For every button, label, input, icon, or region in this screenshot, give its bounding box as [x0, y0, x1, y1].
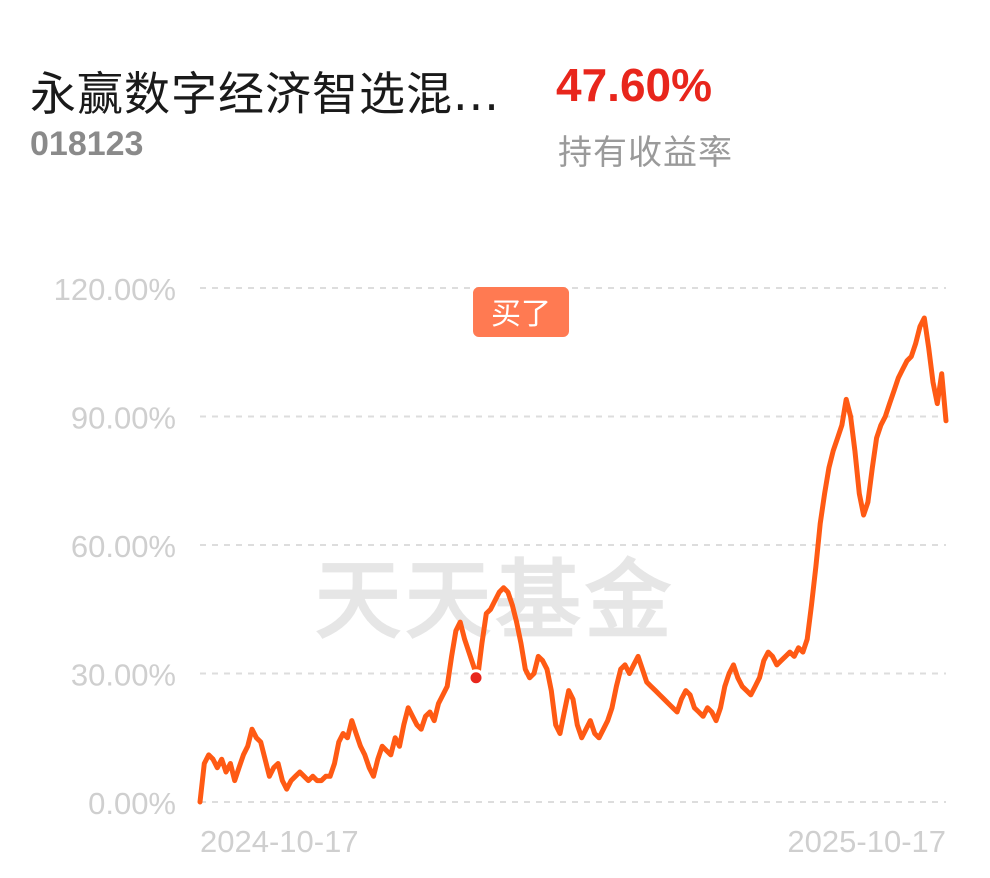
fund-code: 018123 — [30, 125, 144, 163]
series-line — [197, 315, 949, 805]
y-tick-label: 60.00% — [71, 529, 176, 564]
buy-point[interactable] — [467, 669, 485, 687]
x-tick-label: 2024-10-17 — [200, 824, 359, 859]
y-axis: 0.00% 30.00% 60.00% 90.00% 120.00% — [54, 272, 176, 821]
x-tick-label: 2025-10-17 — [787, 824, 946, 859]
buy-marker[interactable]: 买了 — [473, 287, 570, 798]
y-tick-label: 90.00% — [71, 401, 176, 436]
buy-tag[interactable] — [473, 287, 570, 337]
chart-grid — [200, 287, 946, 803]
x-axis: 2024-10-17 2025-10-17 — [200, 824, 946, 859]
buy-tag-label: 买了 — [491, 297, 551, 332]
y-tick-label: 120.00% — [54, 272, 176, 307]
holding-return-label: 持有收益率 — [558, 133, 733, 173]
holding-return-value: 47.60% — [556, 59, 713, 111]
series-return-line — [197, 315, 949, 805]
fund-name: 永赢数字经济智选混... — [30, 67, 500, 121]
y-tick-label: 0.00% — [88, 786, 176, 821]
y-tick-label: 30.00% — [71, 658, 176, 693]
